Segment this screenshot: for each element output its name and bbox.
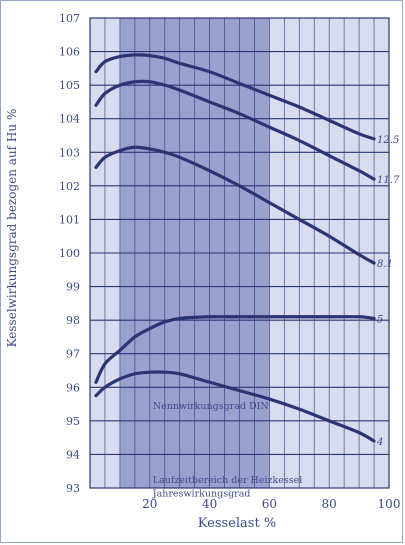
y-tick-label: 95 [66, 415, 80, 428]
x-axis-label: Kesselast % [198, 516, 276, 531]
series-label: 4 [376, 437, 383, 448]
y-tick-label: 101 [59, 213, 80, 226]
y-tick-label: 106 [59, 46, 80, 59]
series-line-1 [94, 53, 376, 141]
axis-ticks: 93 94 95 96 97 98 99 100 101 102 103 104 105 106 107 20… [59, 12, 400, 511]
annotations: 12.5 11.7 8.1 5 4 Nennwirkungsgrad DIN Laufzei… [152, 135, 400, 500]
annotation-1: Nennwirkungsgrad DIN [153, 401, 269, 412]
x-tick-label: 20 [142, 497, 157, 511]
y-tick-label: 98 [66, 314, 80, 327]
y-tick-label: 103 [59, 146, 80, 159]
series-label: 5 [377, 314, 383, 325]
y-tick-label: 94 [66, 448, 80, 461]
y-tick-label: 99 [66, 281, 80, 294]
y-tick-label: 104 [59, 113, 80, 126]
series-label: 12.5 [377, 135, 399, 146]
series-line-5 [94, 370, 376, 443]
series-line-3 [94, 145, 376, 265]
series-label: 8.1 [377, 259, 393, 270]
x-tick-label: 40 [202, 497, 217, 511]
series-label: 11.7 [377, 175, 400, 186]
y-tick-label: 100 [59, 247, 80, 260]
y-tick-label: 97 [66, 348, 80, 361]
y-axis-label: Kesselwirkungsgrad bezogen auf Hu % [5, 109, 19, 348]
plot-frame [89, 17, 390, 489]
y-tick-label: 96 [66, 381, 80, 394]
x-tick-label: 60 [262, 497, 277, 511]
annotation-2: Laufzeitbereich der Heizkessel [153, 475, 302, 486]
annotation-3: Jahreswirkungsgrad [152, 488, 251, 499]
y-tick-label: 102 [59, 180, 80, 193]
series-line-4 [94, 315, 376, 384]
y-tick-label: 107 [59, 12, 80, 25]
plot-area [89, 17, 390, 489]
y-tick-label: 105 [59, 79, 80, 92]
x-tick-label: 100 [378, 497, 401, 511]
series-line-2 [94, 79, 376, 181]
y-tick-label: 93 [66, 482, 80, 495]
x-tick-label: 80 [322, 497, 337, 511]
